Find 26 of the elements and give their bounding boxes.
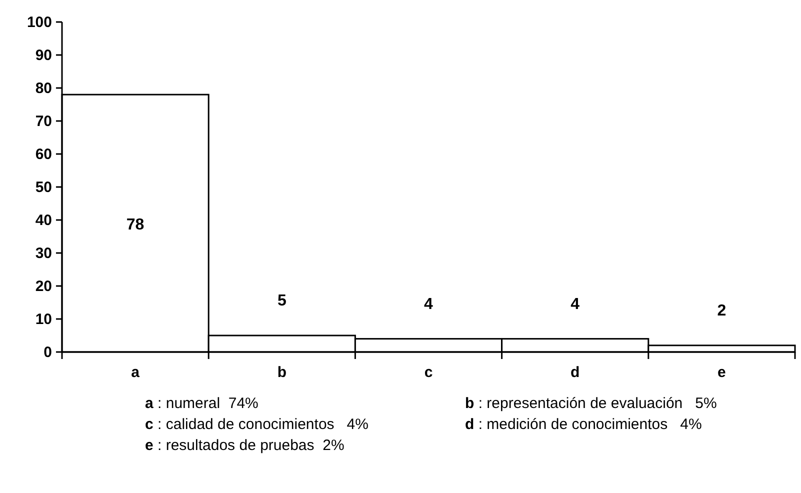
- y-tick-label: 0: [44, 344, 52, 361]
- data-label: 4: [570, 296, 580, 313]
- text: d : medición de conocimientos 4%: [465, 416, 702, 433]
- data-label: 2: [717, 302, 726, 320]
- y-tick-label: 20: [35, 278, 52, 295]
- y-tick-label: 30: [35, 245, 52, 262]
- x-tick-label: b: [277, 364, 286, 381]
- y-tick-label: 10: [35, 311, 52, 328]
- y-tick-label: 100: [26, 14, 52, 31]
- y-tick-label: 40: [35, 212, 52, 229]
- x-tick-label: d: [570, 364, 580, 381]
- text: e : resultados de pruebas 2%: [145, 437, 344, 454]
- text: a : numeral 74%: [145, 395, 258, 412]
- data-label: 4: [424, 296, 434, 313]
- y-tick-label: 50: [35, 179, 52, 196]
- y-tick-label: 90: [35, 47, 52, 64]
- y-tick-label: 70: [35, 113, 52, 130]
- y-tick-label: 80: [35, 80, 52, 97]
- x-tick-label: c: [424, 364, 433, 381]
- data-label: 78: [126, 216, 144, 234]
- x-tick-label: a: [131, 364, 140, 381]
- y-tick-label: 60: [35, 146, 52, 163]
- x-tick-label: e: [718, 364, 726, 381]
- text: b : representación de evaluación 5%: [465, 395, 717, 412]
- text: c : calidad de conocimientos 4%: [145, 416, 368, 433]
- data-label: 5: [277, 292, 286, 310]
